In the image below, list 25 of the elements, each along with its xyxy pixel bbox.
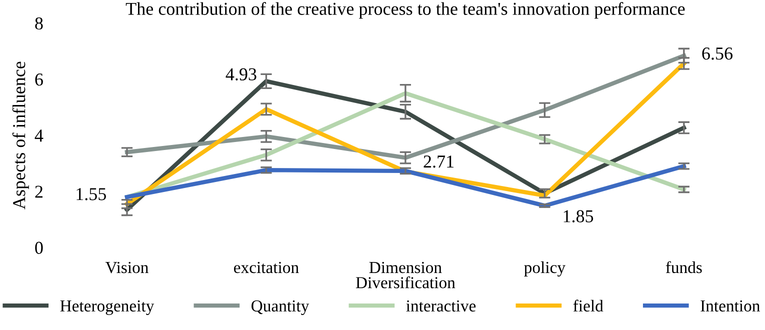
y-tick-label: 0 bbox=[35, 242, 43, 254]
legend-label: Intention bbox=[700, 300, 760, 312]
legend-label: Quantity bbox=[252, 300, 310, 315]
y-tick-label: 2 bbox=[35, 186, 42, 198]
legend-label: field bbox=[573, 300, 604, 312]
data-label: 1.55 bbox=[76, 188, 106, 200]
y-tick-label: 6 bbox=[35, 74, 43, 86]
x-tick-label: policy bbox=[524, 261, 566, 277]
legend-label: Heterogeneity bbox=[60, 300, 154, 315]
chart-title: The contribution of the creative process to the team's innovation performance bbox=[126, 2, 685, 19]
line-series bbox=[124, 91, 686, 200]
legend-label: interactive bbox=[406, 300, 476, 312]
y-axis-title: Aspects of influence bbox=[12, 62, 29, 210]
line-series bbox=[124, 61, 686, 206]
data-label: 6.56 bbox=[702, 48, 733, 60]
data-label: 1.85 bbox=[564, 210, 594, 222]
data-label: 4.93 bbox=[226, 68, 256, 80]
data-label: 2.71 bbox=[424, 156, 454, 168]
x-tick-label: Dimension bbox=[369, 262, 442, 274]
x-tick-label: funds bbox=[666, 261, 702, 274]
x-axis-title: Diversification bbox=[356, 276, 456, 288]
x-tick-label: Vision bbox=[105, 262, 148, 274]
y-tick-label: 8 bbox=[35, 17, 43, 30]
x-tick-label: excitation bbox=[234, 262, 299, 274]
y-tick-label: 4 bbox=[34, 130, 44, 142]
